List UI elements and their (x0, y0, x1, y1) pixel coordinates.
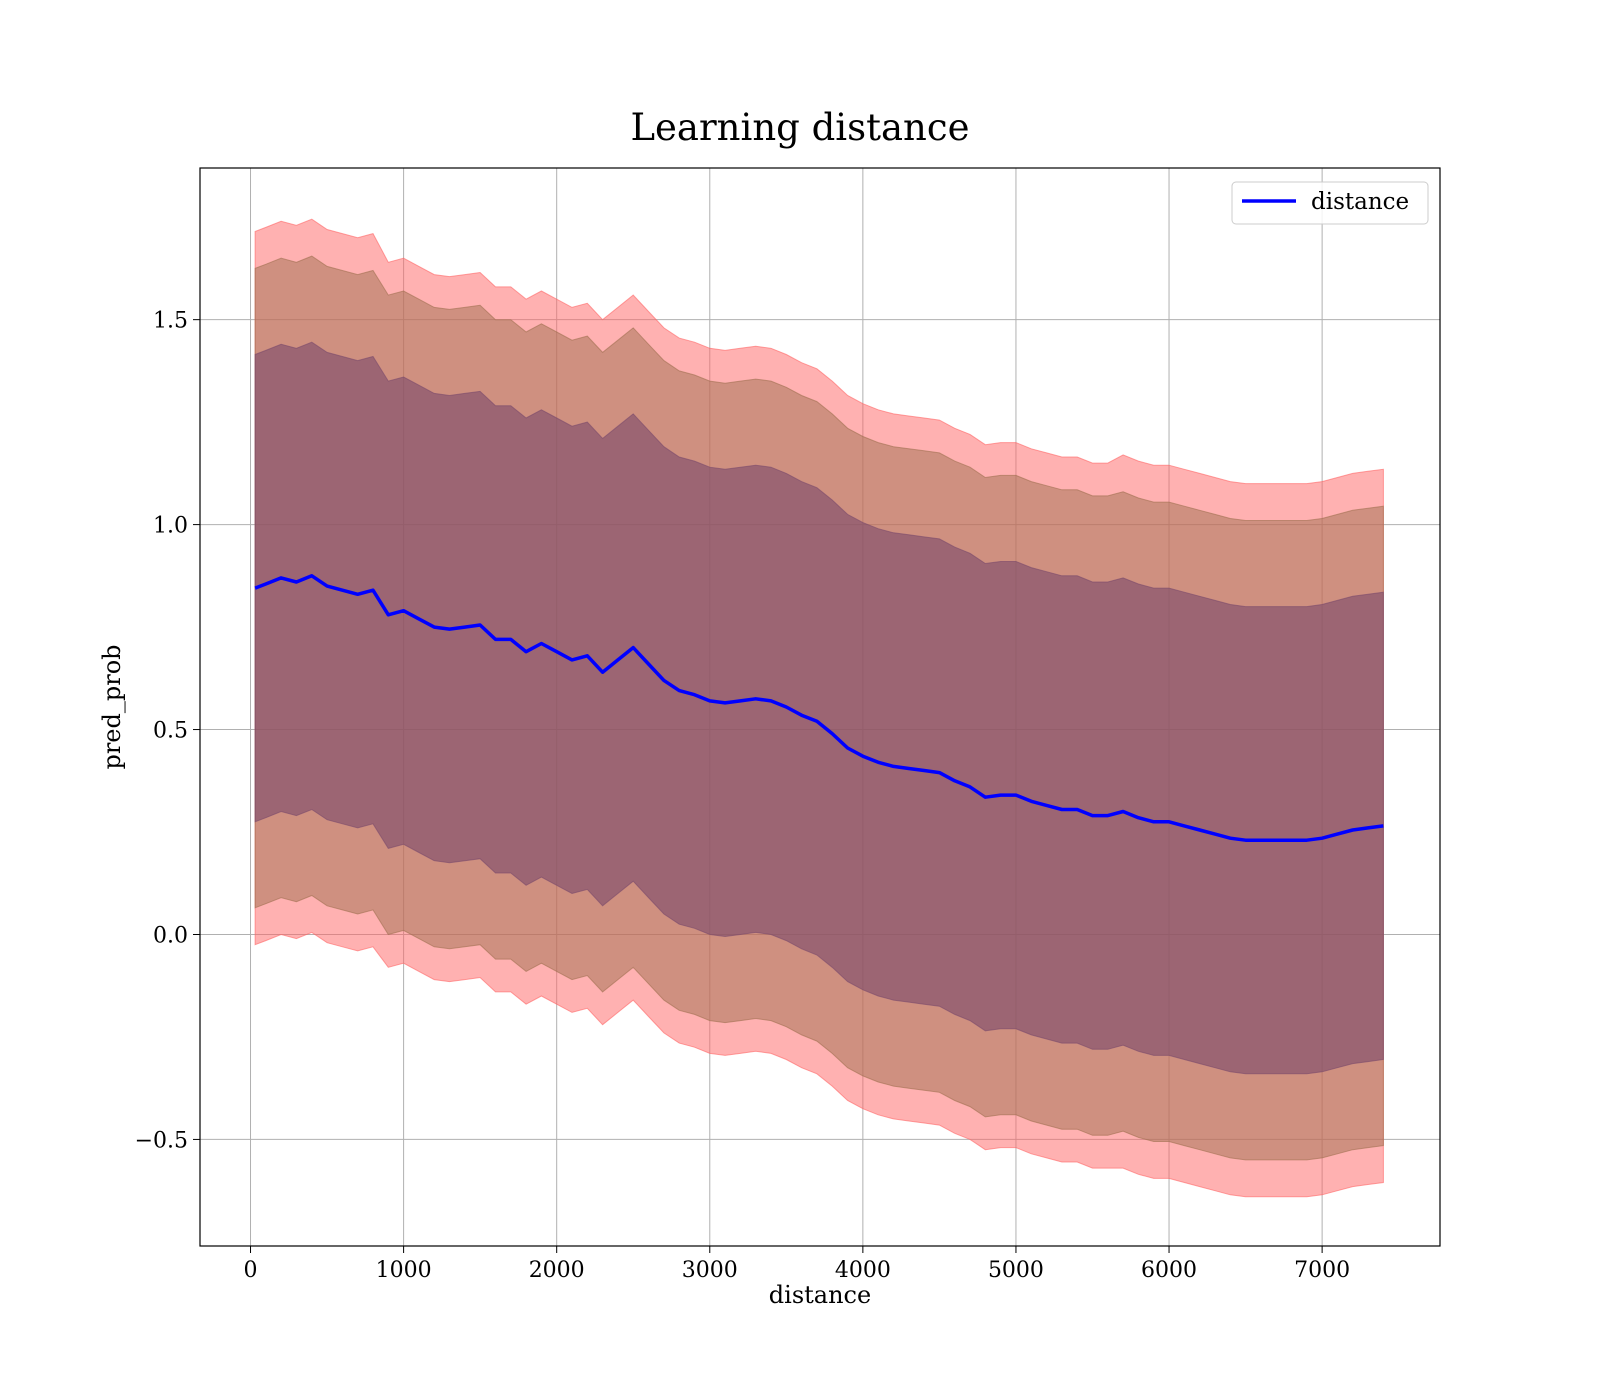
legend-box (1231, 181, 1429, 225)
plot-frame (199, 167, 1441, 1247)
series-line (254, 574, 1384, 842)
chart-title: Learning distance (630, 106, 969, 149)
x-tick-label: 4000 (835, 1258, 891, 1283)
series-lines (254, 574, 1384, 842)
x-tick-label: 5000 (988, 1258, 1044, 1283)
x-tick-label: 1000 (376, 1258, 432, 1283)
x-axis-ticks: 0 1000 2000 3000 4000 5000 6000 7000 (244, 1246, 1350, 1283)
y-tick-label: 0.0 (153, 923, 188, 948)
y-tick-label: −0.5 (135, 1128, 188, 1153)
confidence-band (254, 341, 1384, 1075)
y-tick-label: 1.0 (153, 514, 188, 539)
y-axis-label: pred_prob (98, 644, 126, 769)
y-tick-label: 1.5 (153, 309, 188, 334)
x-tick-label: 3000 (682, 1258, 738, 1283)
legend-label: distance (1311, 189, 1409, 215)
x-tick-label: 6000 (1141, 1258, 1197, 1283)
legend: distance (1231, 181, 1429, 225)
y-tick-label: 0.5 (153, 719, 188, 744)
confidence-bands (254, 218, 1384, 1198)
x-tick-label: 2000 (529, 1258, 585, 1283)
x-tick-label: 0 (244, 1258, 258, 1283)
y-axis-ticks: −0.5 0.0 0.5 1.0 1.5 (135, 309, 200, 1153)
x-axis-label: distance (769, 1281, 871, 1309)
x-tick-label: 7000 (1294, 1258, 1350, 1283)
